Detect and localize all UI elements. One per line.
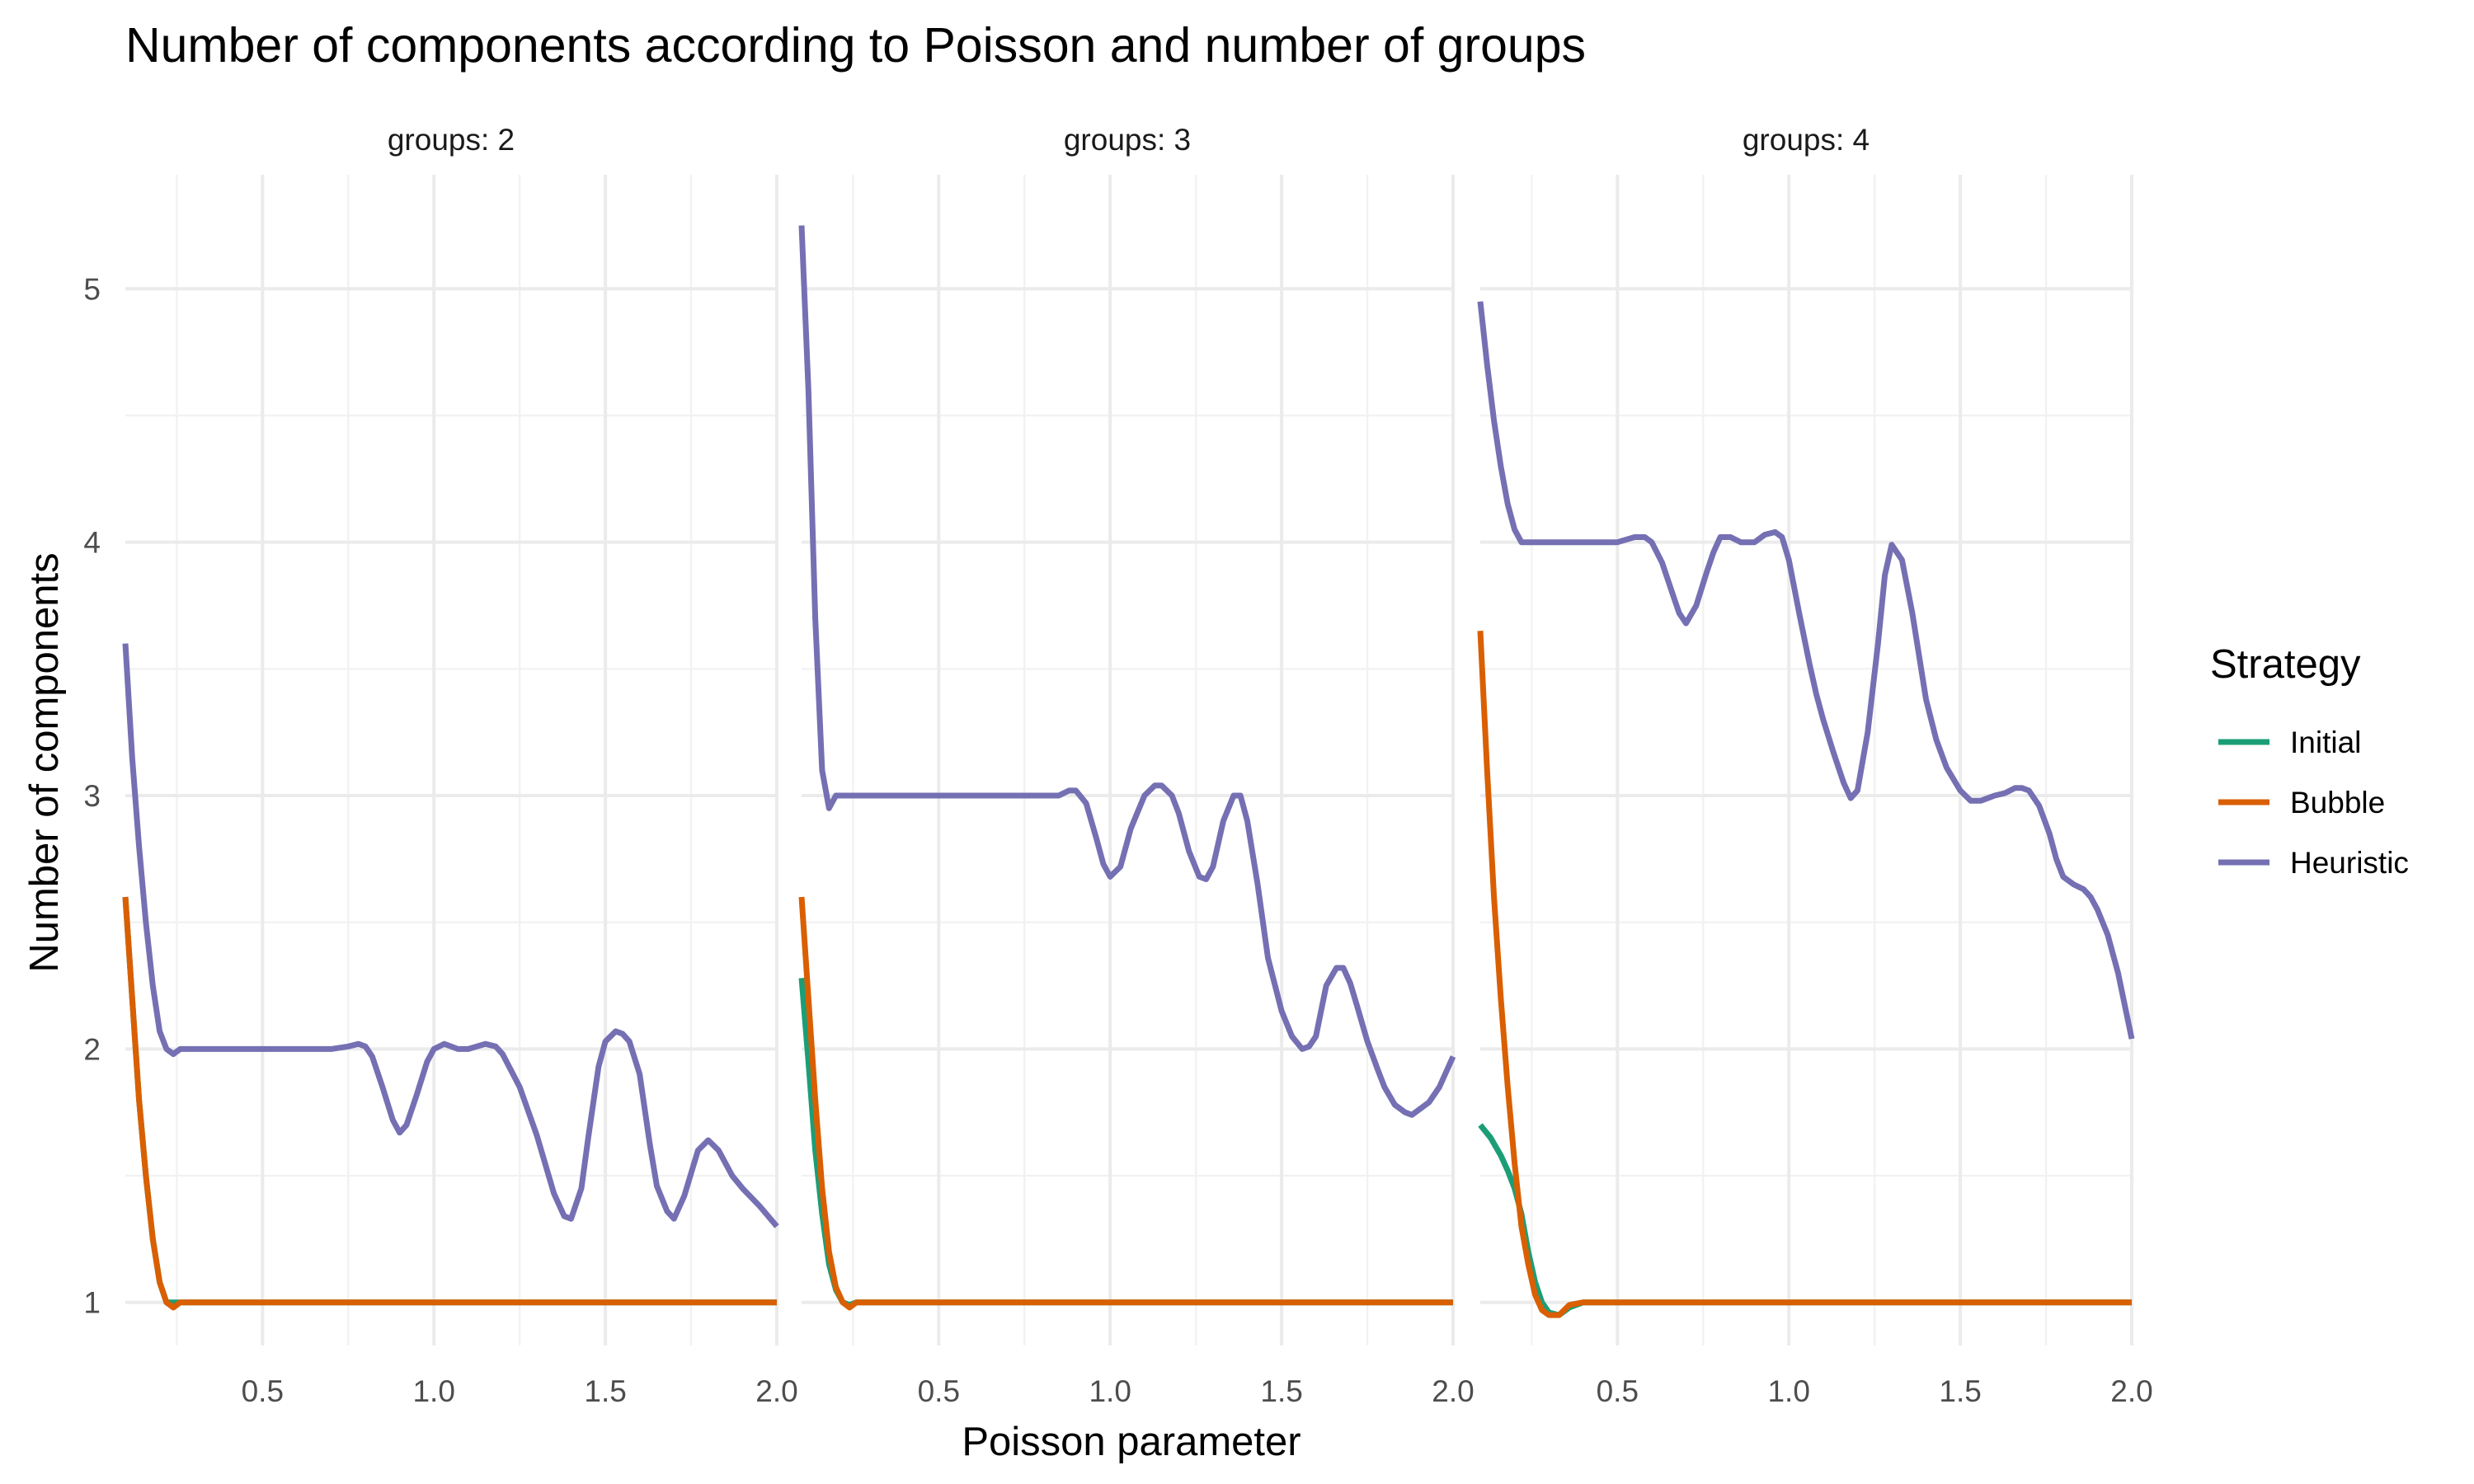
facet-strip-label: groups: 3 — [1064, 123, 1191, 157]
series-line-heuristic — [798, 225, 1456, 1118]
legend-label-initial: Initial — [2290, 726, 2361, 759]
series-line-initial — [1478, 1123, 2132, 1318]
y-tick-label: 4 — [83, 526, 101, 560]
y-tick-label: 5 — [83, 272, 101, 306]
x-tick-label: 0.5 — [1597, 1374, 1639, 1408]
x-tick-label: 1.5 — [1260, 1374, 1302, 1408]
facet-panel: groups: 4 0.5 1.0 1.5 2.0 — [1477, 123, 2153, 1408]
x-axis-title: Poisson parameter — [962, 1420, 1300, 1464]
x-tick-label: 1.0 — [1767, 1374, 1809, 1408]
y-tick-label: 2 — [83, 1032, 101, 1066]
y-tick-label: 1 — [83, 1286, 101, 1320]
facet-strip-label: groups: 2 — [388, 123, 515, 157]
x-tick-label: 2.0 — [2110, 1374, 2152, 1408]
series-line-bubble — [798, 896, 1453, 1311]
legend-label-heuristic: Heuristic — [2290, 846, 2409, 880]
legend-title: Strategy — [2210, 642, 2361, 687]
series-line-bubble — [122, 896, 777, 1311]
series-line-initial — [122, 896, 777, 1306]
facet-panels: groups: 2 0.5 1.0 1.5 2.0 1 2 3 4 5 groups: 3 0.5 1.… — [83, 123, 2152, 1408]
legend-label-bubble: Bubble — [2290, 786, 2385, 819]
legend-entries: Initial Bubble Heuristic — [2218, 726, 2409, 880]
series-line-bubble — [1477, 631, 2132, 1318]
x-tick-label: 1.5 — [584, 1374, 626, 1408]
series-line-initial — [798, 978, 1453, 1308]
x-tick-label: 1.0 — [1089, 1374, 1131, 1408]
x-tick-label: 2.0 — [755, 1374, 797, 1408]
facet-panel: groups: 3 0.5 1.0 1.5 2.0 — [798, 123, 1475, 1408]
x-tick-label: 0.5 — [242, 1374, 284, 1408]
series-line-heuristic — [1477, 301, 2135, 1040]
chart-title: Number of components according to Poisso… — [125, 18, 1586, 73]
facet-strip-label: groups: 4 — [1743, 123, 1870, 157]
facet-panel: groups: 2 0.5 1.0 1.5 2.0 1 2 3 4 5 — [83, 123, 797, 1408]
x-tick-label: 1.0 — [412, 1374, 454, 1408]
x-tick-label: 1.5 — [1939, 1374, 1981, 1408]
y-axis-title: Number of components — [22, 552, 67, 972]
x-tick-label: 0.5 — [918, 1374, 960, 1408]
x-tick-label: 2.0 — [1432, 1374, 1474, 1408]
series-line-heuristic — [122, 643, 779, 1228]
y-tick-label: 3 — [83, 779, 101, 813]
legend: Strategy Initial Bubble Heuristic — [2210, 642, 2409, 880]
